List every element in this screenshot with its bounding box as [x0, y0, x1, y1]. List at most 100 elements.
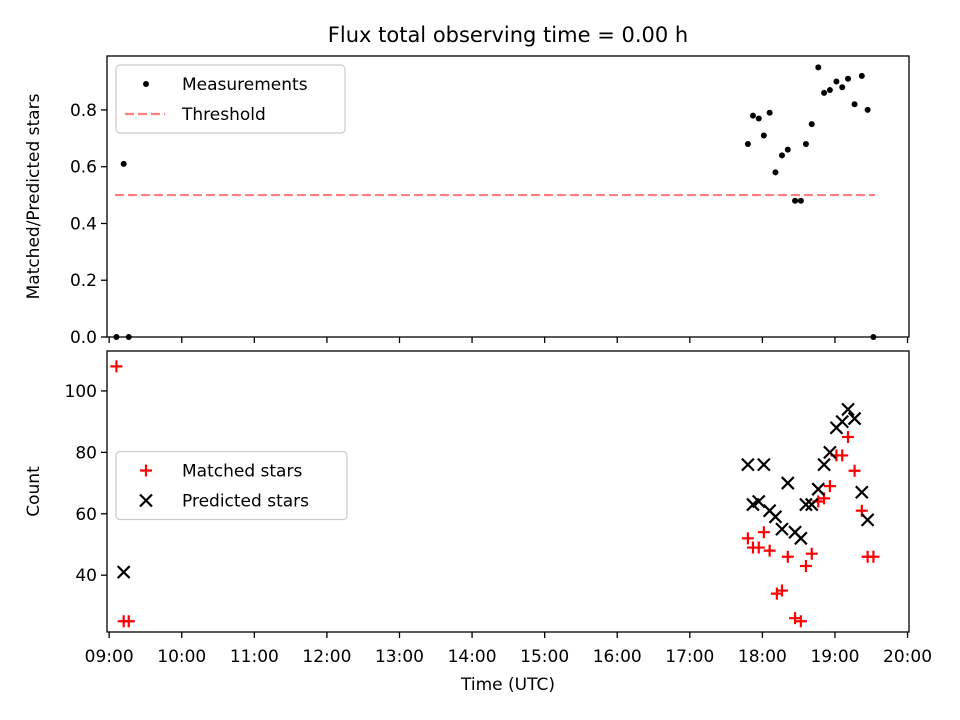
matched-star-point	[836, 449, 849, 462]
predicted-star-point	[751, 494, 766, 509]
measurement-point	[113, 334, 120, 340]
y-tick-label-bottom: 40	[75, 566, 97, 586]
matched-star-point	[842, 430, 855, 443]
x-tick-label: 09:00	[85, 647, 134, 667]
y-tick-label-top: 0.2	[70, 271, 97, 291]
y-tick-label-top: 0.8	[70, 101, 97, 121]
y-tick-label-bottom: 100	[65, 382, 97, 402]
matched-star-point	[775, 584, 788, 597]
measurement-point	[821, 89, 828, 96]
legend-label: Measurements	[182, 75, 308, 95]
y-tick-label-top: 0.4	[70, 214, 97, 234]
x-tick-label: 12:00	[302, 647, 351, 667]
measurement-point	[120, 160, 127, 167]
predicted-star-point	[860, 513, 875, 527]
y-tick-label-top: 0.0	[70, 328, 97, 348]
matched-star-point	[781, 550, 794, 563]
chart-title: Flux total observing time = 0.00 h	[328, 23, 688, 47]
predicted-star-point	[794, 531, 808, 546]
predicted-star-point	[817, 457, 831, 472]
predicted-star-point	[741, 457, 755, 472]
legend-swatch-measurements	[143, 81, 149, 87]
matched-star-point	[867, 550, 880, 563]
legend-bottom: Matched stars Predicted stars	[115, 450, 348, 521]
predicted-star-point	[116, 565, 131, 579]
measurement-point	[858, 72, 865, 79]
measurement-point	[766, 109, 773, 116]
measurement-point	[125, 334, 132, 340]
y-axis-label-bottom: Count	[24, 466, 44, 517]
matched-star-point	[823, 480, 836, 493]
measurement-point	[826, 87, 833, 94]
top-panel: 0.0 0.2 0.4 0.6 0.8 Matched/Predicted stars Me…	[24, 55, 910, 348]
measurement-point	[833, 78, 840, 85]
legend-box-top	[115, 64, 346, 134]
y-tick-label-bottom: 60	[75, 505, 97, 525]
plot-frame-top	[106, 55, 910, 338]
y-tick-label-bottom: 80	[75, 443, 97, 463]
predicted-star-point	[804, 497, 819, 512]
predicted-star-point	[835, 414, 850, 429]
x-tick-label: 11:00	[230, 647, 279, 667]
measurement-point	[845, 75, 852, 82]
measurement-point	[808, 121, 815, 128]
measurement-point	[744, 140, 751, 147]
x-tick-label: 19:00	[810, 647, 859, 667]
measurement-point	[839, 84, 846, 91]
x-tick-label: 15:00	[520, 647, 569, 667]
predicted-star-point	[775, 522, 789, 536]
measurement-point	[749, 112, 756, 119]
measurement-point	[802, 140, 809, 147]
predicted-star-point	[757, 457, 771, 472]
legend-swatch-matched	[140, 464, 152, 477]
plot-frame-bottom	[106, 350, 910, 633]
x-axis-label: Time (UTC)	[460, 675, 555, 695]
x-tick-label: 18:00	[738, 647, 787, 667]
measurement-point	[815, 64, 822, 71]
predicted-star-point	[841, 402, 855, 417]
matched-star-point	[763, 544, 776, 557]
predicted-star-point	[847, 411, 862, 426]
x-tick-label: 16:00	[593, 647, 642, 667]
measurement-point	[755, 115, 762, 122]
x-tick-label: 10:00	[157, 647, 206, 667]
matched-star-point	[805, 547, 818, 560]
matched-star-point	[110, 360, 123, 373]
legend-label: Matched stars	[182, 462, 302, 482]
x-tick-label: 13:00	[375, 647, 424, 667]
legend-box-bottom	[115, 450, 348, 521]
x-tick-label: 14:00	[448, 647, 497, 667]
matched-star-point	[794, 615, 807, 628]
x-tick-label: 20:00	[883, 647, 932, 667]
matched-star-point	[757, 526, 770, 539]
measurement-point	[851, 101, 858, 108]
predicted-star-point	[811, 482, 826, 496]
legend-label: Predicted stars	[182, 492, 309, 512]
predicted-star-point	[768, 510, 783, 524]
matched-star-point	[741, 532, 754, 545]
matched-star-point	[122, 615, 135, 628]
legend-swatch-predicted	[139, 493, 153, 508]
measurement-point	[784, 146, 791, 153]
y-tick-label-top: 0.6	[70, 158, 97, 178]
legend-top: Measurements Threshold	[115, 64, 346, 134]
predicted-star-point	[781, 476, 795, 490]
matched-star-point	[799, 559, 812, 572]
measurement-point	[772, 169, 779, 176]
x-tick-label: 17:00	[665, 647, 714, 667]
predicted-star-point	[855, 485, 869, 500]
measurement-point	[792, 197, 799, 204]
y-axis-label-top: Matched/Predicted stars	[24, 93, 44, 299]
predicted-star-point	[823, 445, 837, 460]
measurement-point	[797, 197, 804, 204]
measurement-point	[870, 334, 877, 340]
bottom-panel: 40 60 80 100 09:00 10:00 11:00 12:00 13:00 14:00 1…	[24, 350, 932, 695]
matched-star-point	[848, 464, 861, 477]
measurement-point	[778, 152, 785, 159]
legend-label: Threshold	[181, 105, 266, 125]
measurement-point	[760, 132, 767, 139]
measurement-point	[864, 106, 871, 113]
predicted-star-point	[799, 497, 813, 512]
matched-star-point	[752, 541, 765, 554]
